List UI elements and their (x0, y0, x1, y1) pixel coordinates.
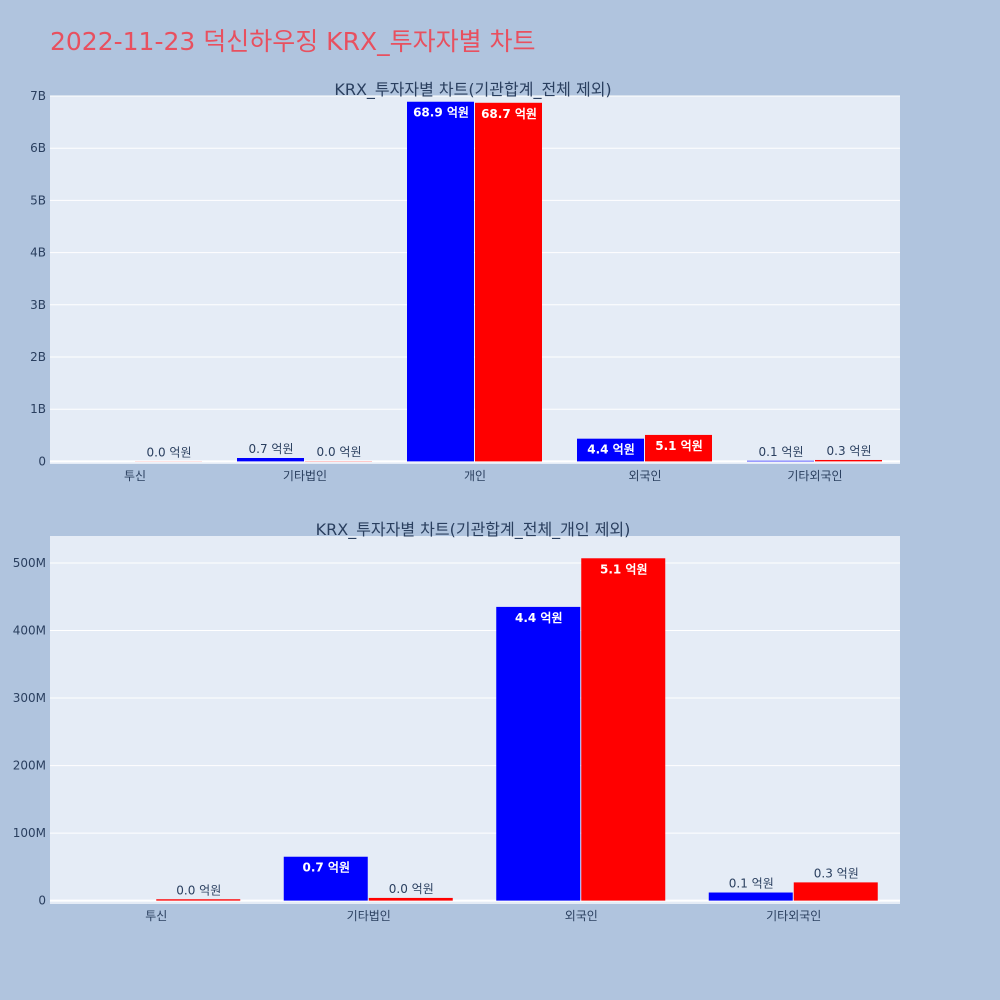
data-label: 0.3 억원 (814, 866, 859, 880)
y-tick-label: 1B (30, 402, 46, 416)
bar (577, 438, 644, 462)
y-tick-label: 200M (13, 759, 46, 773)
data-label: 68.7 억원 (481, 107, 537, 121)
data-label: 5.1 억원 (655, 439, 703, 453)
bar (793, 882, 878, 901)
data-label: 4.4 억원 (515, 611, 563, 625)
data-label: 0.7 억원 (249, 442, 294, 456)
bar (368, 897, 453, 901)
y-tick-label: 6B (30, 141, 46, 155)
x-tick-label: 투신 (145, 909, 167, 923)
data-label: 0.3 억원 (827, 444, 872, 458)
data-label: 4.4 억원 (587, 443, 635, 457)
y-tick-label: 300M (13, 691, 46, 705)
data-label: 0.0 억원 (176, 883, 221, 897)
data-label: 0.0 억원 (147, 445, 192, 459)
bar (496, 606, 581, 901)
data-label: 0.7 억원 (302, 861, 350, 875)
y-tick-label: 0 (38, 894, 46, 908)
data-label: 0.1 억원 (759, 445, 804, 459)
chart-title: KRX_투자자별 차트(기관합계_전체 제외) (334, 80, 611, 100)
bar (475, 102, 542, 462)
y-tick-label: 100M (13, 826, 46, 840)
bar (237, 457, 304, 462)
y-tick-label: 4B (30, 246, 46, 260)
bar (645, 434, 712, 462)
bar (156, 899, 241, 901)
data-label: 5.1 억원 (600, 562, 648, 576)
bar (581, 558, 666, 901)
x-tick-label: 투신 (124, 469, 146, 483)
y-tick-label: 500M (13, 556, 46, 570)
y-tick-label: 0 (38, 454, 46, 468)
y-tick-label: 400M (13, 624, 46, 638)
chart-top: 0 1B 2B 3B 4B 5B 6B 7B KRX_투자자별 차트(기관합계_전체 제외) 투신… (30, 80, 900, 483)
plot-area (50, 536, 900, 904)
y-tick-label: 5B (30, 193, 46, 207)
x-tick-label: 기타외국인 (787, 469, 842, 483)
x-tick-label: 기타법인 (283, 469, 327, 483)
x-tick-label: 외국인 (565, 909, 598, 923)
y-tick-label: 3B (30, 298, 46, 312)
chart-title: KRX_투자자별 차트(기관합계_전체_개인 제외) (316, 520, 631, 540)
data-label: 68.9 억원 (413, 106, 469, 120)
x-tick-label: 기타외국인 (766, 909, 821, 923)
bar (815, 459, 882, 462)
bar (283, 856, 368, 901)
data-label: 0.0 억원 (317, 445, 362, 459)
x-tick-label: 개인 (464, 469, 486, 483)
x-tick-label: 기타법인 (347, 909, 391, 923)
data-label: 0.1 억원 (729, 877, 774, 891)
page-title: 2022-11-23 덕신하우징 KRX_투자자별 차트 (50, 27, 536, 56)
data-label: 0.0 억원 (389, 882, 434, 896)
y-tick-label: 2B (30, 350, 46, 364)
bar (747, 460, 814, 462)
y-tick-label: 7B (30, 89, 46, 103)
bar (407, 101, 474, 462)
bar (708, 892, 793, 901)
x-tick-label: 외국인 (628, 469, 661, 483)
